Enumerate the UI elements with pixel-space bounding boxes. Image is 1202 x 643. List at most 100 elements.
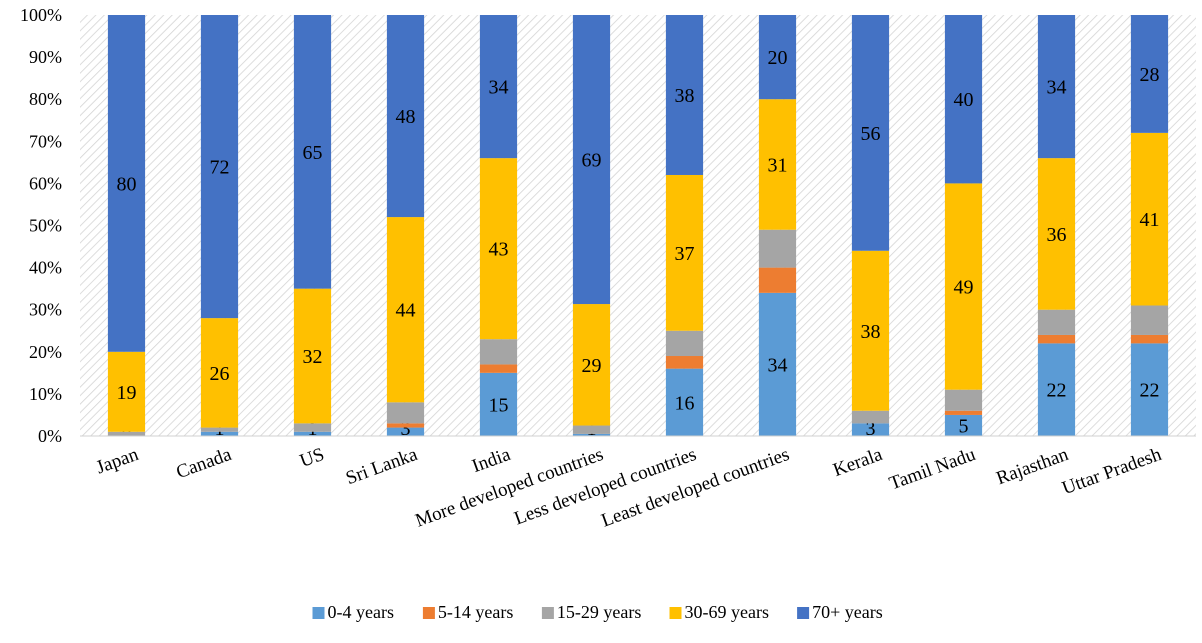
bar-segment	[758, 292, 797, 436]
data-label: 38	[675, 85, 695, 107]
bar-segment	[200, 431, 239, 436]
y-tick-label: 40%	[29, 258, 62, 278]
data-label: 20	[768, 47, 788, 69]
bar-segment	[293, 288, 332, 424]
data-label: 34	[1047, 77, 1067, 99]
legend-label: 30-69 years	[685, 602, 769, 622]
x-tick-label: Uttar Pradesh	[1059, 444, 1164, 499]
data-label: 32	[303, 346, 323, 368]
bar-segment	[293, 15, 332, 289]
bar-segment	[386, 423, 425, 428]
data-label: 31	[768, 154, 788, 176]
bar-segment	[944, 389, 983, 411]
bar-segment	[1037, 158, 1076, 310]
legend-item: 70+ years	[797, 602, 883, 622]
data-label: 29	[582, 355, 602, 377]
bar-segment	[851, 15, 890, 251]
data-label: 80	[117, 173, 137, 195]
x-tick-label: Kerala	[830, 444, 885, 481]
y-tick-label: 20%	[29, 342, 62, 362]
bar-segment	[386, 402, 425, 424]
y-tick-label: 30%	[29, 300, 62, 320]
bar-segment	[758, 229, 797, 268]
x-tick-label: Japan	[93, 444, 141, 479]
bar-segment	[200, 15, 239, 319]
bar-segment	[572, 15, 611, 305]
bar-segment	[1130, 15, 1169, 133]
bar-segment	[386, 427, 425, 436]
bar-segment	[851, 250, 890, 411]
data-label: 65	[303, 142, 323, 164]
data-label: 22	[1140, 380, 1160, 402]
y-tick-label: 60%	[29, 173, 62, 193]
bar-segment	[944, 183, 983, 390]
y-tick-label: 90%	[29, 47, 62, 67]
legend-swatch	[797, 607, 810, 619]
bar-segment	[1130, 132, 1169, 306]
data-label: 19	[117, 382, 137, 404]
bar-segment	[479, 364, 518, 373]
bar-segment	[386, 15, 425, 218]
data-label: 28	[1140, 64, 1160, 86]
bar-segment	[572, 304, 611, 426]
bar-segment	[479, 372, 518, 436]
y-tick-label: 50%	[29, 216, 62, 236]
data-label: 3	[866, 418, 876, 440]
bar-segment	[1130, 343, 1169, 436]
bar-segment	[665, 15, 704, 175]
bar-segment	[1130, 305, 1169, 335]
data-label: 38	[861, 321, 881, 343]
data-label: 41	[1140, 209, 1160, 231]
legend-swatch	[541, 607, 554, 619]
bar-segment	[1037, 309, 1076, 335]
bar-segment	[665, 174, 704, 331]
bar-segment	[1037, 343, 1076, 436]
y-axis: 0% 10% 20% 30% 40% 50% 60% 70% 80% 90% 100%	[20, 5, 62, 446]
bar-segment	[758, 267, 797, 293]
data-label: 36	[1047, 224, 1067, 246]
bar-segment	[944, 15, 983, 184]
bar-segment	[944, 414, 983, 436]
bar-segment	[107, 15, 146, 352]
x-tick-label: US	[297, 444, 327, 472]
legend-item: 30-69 years	[669, 602, 769, 622]
bar-segment	[851, 423, 890, 436]
legend-swatch	[422, 607, 435, 619]
legend-item: 5-14 years	[422, 602, 513, 622]
legend: 0-4 years 5-14 years 15-29 years 30-69 year…	[312, 602, 883, 622]
data-label: 44	[396, 300, 416, 322]
bar-segment	[200, 318, 239, 428]
bar-segment	[1037, 15, 1076, 159]
y-tick-label: 0%	[38, 426, 62, 446]
bar-segment	[665, 330, 704, 357]
data-label: 5	[959, 415, 969, 437]
bar-segment	[665, 356, 704, 369]
data-label: 72	[210, 157, 230, 179]
bar-segment	[386, 217, 425, 403]
bar-segment	[572, 433, 611, 436]
plot-area	[80, 15, 1196, 436]
bar-segment	[572, 425, 611, 434]
legend-label: 5-14 years	[438, 602, 513, 622]
bar-segment	[479, 158, 518, 340]
x-tick-label: Canada	[173, 444, 234, 483]
legend-label: 0-4 years	[328, 602, 394, 622]
bar-segment	[479, 339, 518, 365]
x-tick-label: India	[469, 444, 513, 477]
x-tick-label: Tamil Nadu	[886, 444, 978, 495]
y-tick-label: 70%	[29, 131, 62, 151]
y-tick-label: 10%	[29, 384, 62, 404]
data-label: 69	[582, 150, 602, 172]
bar-segment	[107, 431, 146, 436]
data-label: 15	[489, 394, 509, 416]
bar-segment	[1130, 334, 1169, 344]
data-label: 49	[954, 277, 974, 299]
data-label: 22	[1047, 380, 1067, 402]
data-label: 34	[768, 354, 788, 376]
legend-label: 70+ years	[812, 602, 883, 622]
legend-item: 0-4 years	[312, 602, 394, 622]
data-label: 48	[396, 106, 416, 128]
bar-segment	[944, 410, 983, 415]
bar-segment	[758, 15, 797, 100]
